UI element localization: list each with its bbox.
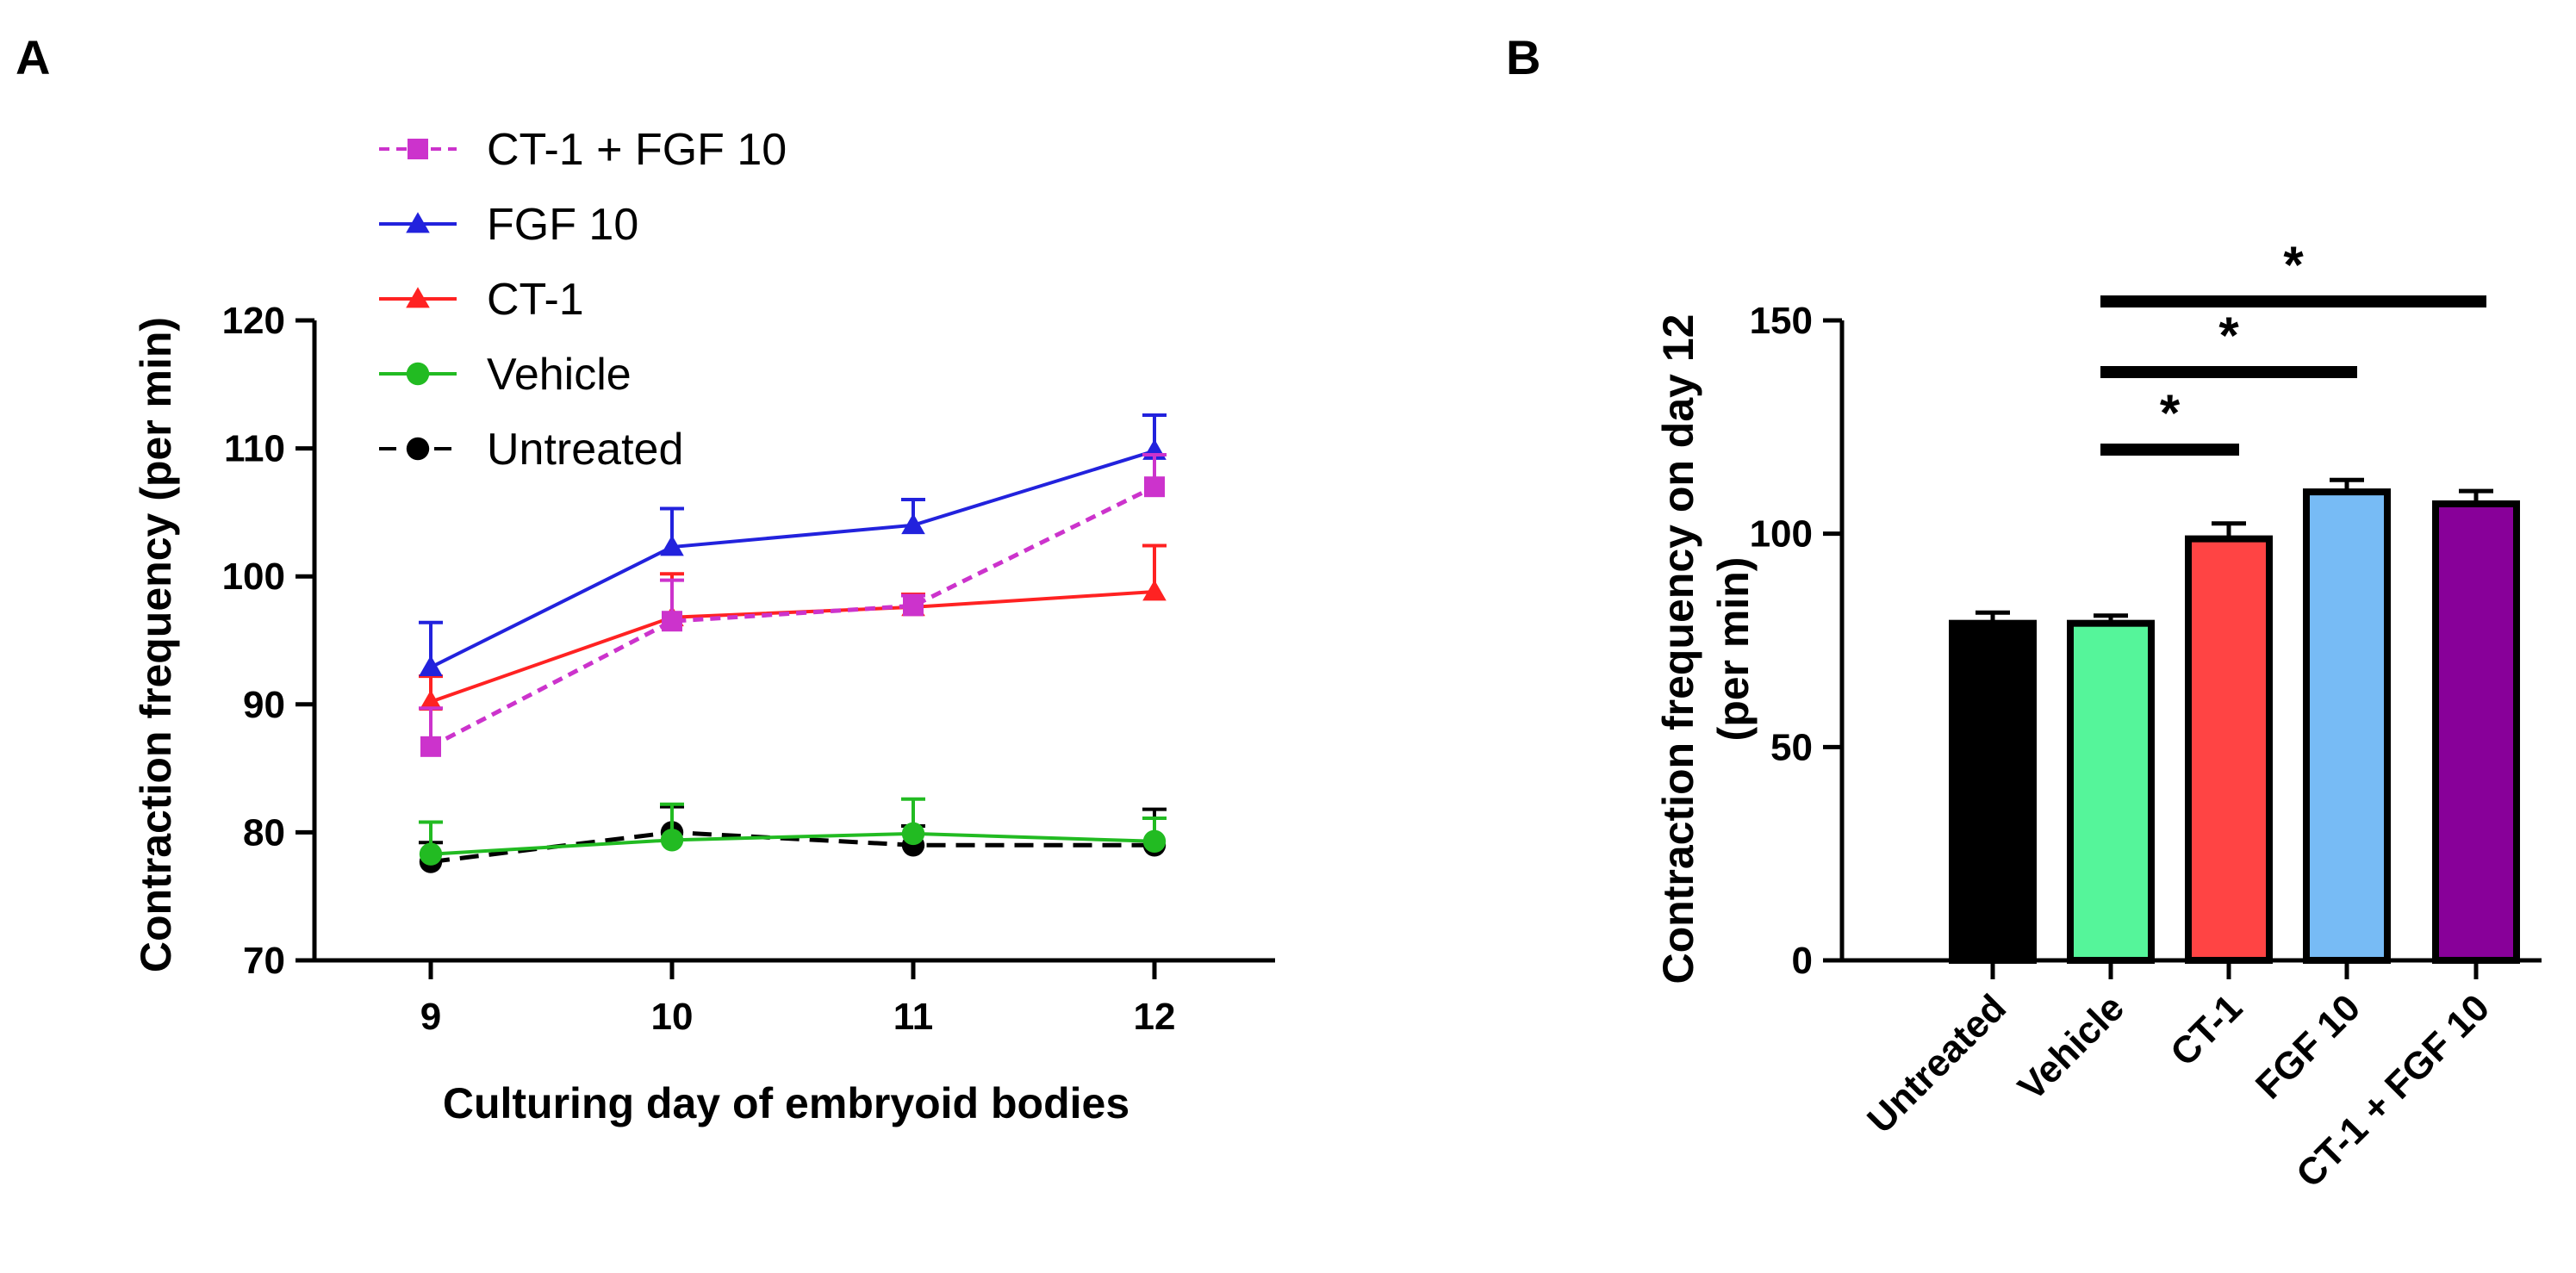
data-point <box>903 595 924 617</box>
legend: CT-1 + FGF 10 FGF 10 CT-1 Vehicle Untreated <box>379 125 787 475</box>
legend-item-ct-1-fgf-10: CT-1 + FGF 10 <box>379 125 787 175</box>
data-point <box>419 842 443 866</box>
x-tick-label: 12 <box>1134 996 1176 1038</box>
significance-star: * <box>2283 236 2304 294</box>
bar <box>1949 619 2037 964</box>
bar-untreated: Untreated <box>1859 610 2037 1141</box>
y-tick-label: 150 <box>1750 300 1813 342</box>
y-tick-label: 80 <box>243 811 285 854</box>
y-tick-label: 50 <box>1770 726 1813 768</box>
series-line <box>430 831 1155 856</box>
legend-marker <box>406 287 430 308</box>
x-tick-label: 9 <box>420 996 441 1038</box>
legend-label: Vehicle <box>487 350 632 400</box>
bar-ct-1: CT-1 <box>2162 521 2273 1075</box>
bar <box>2432 500 2520 964</box>
data-point <box>1142 580 1167 601</box>
data-point <box>1142 829 1167 854</box>
series-line <box>429 484 1156 749</box>
y-tick-label: 70 <box>243 940 285 982</box>
x-tick-label: Untreated <box>1859 986 2014 1141</box>
panel-a-label: A <box>16 30 50 84</box>
panel-b-label: B <box>1506 30 1540 84</box>
x-tick-label: Vehicle <box>2010 986 2132 1108</box>
legend-label: CT-1 + FGF 10 <box>487 125 787 175</box>
data-point <box>420 736 441 757</box>
legend-item-fgf-10: FGF 10 <box>379 200 638 250</box>
legend-item-untreated: Untreated <box>379 425 683 475</box>
legend-marker <box>408 139 428 159</box>
y-tick-label: 110 <box>224 428 285 470</box>
data-point <box>901 512 925 535</box>
significance-star: * <box>2218 307 2239 364</box>
legend-marker <box>406 362 430 386</box>
y-axis-title-line: Contraction frequency on day 12 <box>1654 314 1702 984</box>
legend-label: FGF 10 <box>487 200 638 250</box>
series-line <box>430 590 1155 704</box>
y-tick-label: 100 <box>222 556 285 598</box>
x-axis-title: Culturing day of embryoid bodies <box>443 1079 1129 1127</box>
x-tick-label: 11 <box>893 996 934 1038</box>
data-point <box>660 829 684 852</box>
significance-fgf-10: * <box>2100 307 2357 378</box>
bar <box>2185 535 2273 964</box>
data-point <box>901 822 925 846</box>
y-axis-title-line: (per min) <box>1709 557 1758 742</box>
legend-marker <box>406 437 430 461</box>
series-ct-1 <box>419 543 1167 711</box>
x-tick-label: CT-1 <box>2162 986 2250 1074</box>
series-untreated <box>419 804 1167 873</box>
significance-star: * <box>2160 384 2181 442</box>
y-axis-title: Contraction frequency on day 12 (per min) <box>1654 314 1758 984</box>
y-tick-label: 120 <box>222 300 285 342</box>
y-tick-label: 0 <box>1792 940 1813 982</box>
data-point <box>419 690 443 711</box>
y-axis-title: Contraction frequency (per min) <box>132 317 180 972</box>
legend-item-ct-1: CT-1 <box>379 275 584 325</box>
legend-item-vehicle: Vehicle <box>379 350 632 400</box>
bar <box>2303 488 2391 964</box>
data-point <box>1144 476 1165 498</box>
series-line <box>430 449 1155 669</box>
x-tick-label: FGF 10 <box>2248 986 2368 1107</box>
y-tick-label: 90 <box>243 684 285 726</box>
series-vehicle <box>419 797 1167 866</box>
legend-label: CT-1 <box>487 275 584 325</box>
data-point <box>660 535 684 556</box>
legend-label: Untreated <box>487 425 683 475</box>
data-point <box>419 655 443 677</box>
x-tick-label: 10 <box>651 996 694 1038</box>
y-tick-label: 100 <box>1750 513 1813 556</box>
data-point <box>662 611 682 632</box>
significance-ct-1-fgf-10: * <box>2100 236 2486 307</box>
legend-marker <box>406 212 430 233</box>
series-ct-1-fgf-10 <box>419 453 1167 757</box>
significance-ct-1: * <box>2100 384 2239 456</box>
bar <box>2067 619 2155 964</box>
